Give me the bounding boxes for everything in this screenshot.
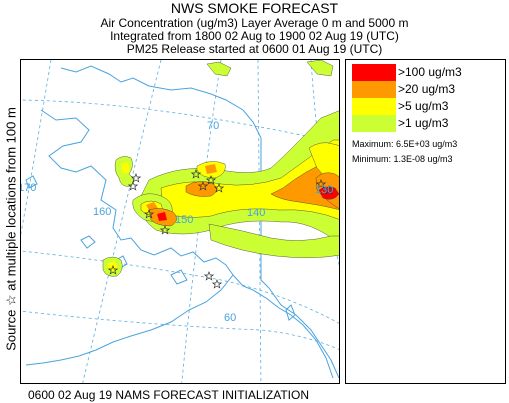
aleutian-peninsula (25, 274, 234, 366)
parallel-60 (21, 310, 339, 350)
lon-label-170: 170 (21, 182, 36, 194)
source-star (197, 181, 209, 191)
plume-over-1-south (208, 223, 339, 258)
legend: >100 ug/m3 >20 ug/m3 >5 ug/m3 >1 ug/m3 M… (345, 59, 506, 384)
panhandle-border (268, 287, 339, 379)
lat-label-70: 70 (207, 120, 219, 132)
kodiak-island (170, 269, 188, 285)
panhandle-islands (285, 304, 296, 321)
lon-label-150: 150 (175, 214, 193, 226)
coastline (25, 65, 339, 379)
legend-maximum: Maximum: 6.5E+03 ug/m3 (352, 139, 458, 149)
source-star (190, 169, 202, 179)
legend-label: >5 ug/m3 (398, 99, 449, 113)
meridian-160 (82, 60, 162, 383)
legend-label: >20 ug/m3 (398, 82, 456, 96)
map-title: NWS SMOKE FORECAST (170, 0, 339, 16)
legend-swatch (352, 98, 396, 115)
lat-label-60: 60 (224, 312, 236, 324)
source-star (211, 279, 223, 289)
central-plume-over-20 (205, 164, 217, 174)
source-star (130, 173, 142, 183)
source-star (323, 185, 335, 195)
north-plume-over-1 (206, 61, 232, 77)
northeast-plume-over-1 (306, 60, 334, 77)
source-star (213, 183, 225, 193)
release-info: PM25 Release started at 0600 01 Aug 19 (… (126, 42, 383, 56)
concentration-subtitle: Air Concentration (ug/m3) Layer Average … (100, 16, 409, 30)
smoke-plumes (102, 60, 339, 277)
source-markers (107, 169, 335, 289)
legend-minimum: Minimum: 1.3E-08 ug/m3 (352, 154, 453, 164)
graticule-labels: 70 60 170 160 150 140 130 (21, 120, 333, 324)
source-star (127, 181, 139, 191)
lon-label-140: 140 (247, 207, 265, 219)
source-star (143, 209, 155, 219)
map-canvas: 70 60 170 160 150 140 130 (21, 60, 339, 383)
legend-swatch (352, 81, 396, 98)
source-star (203, 271, 215, 281)
integration-period: Integrated from 1800 02 Aug to 1900 02 A… (110, 29, 399, 43)
gulf-coast (232, 274, 334, 379)
source-star (205, 175, 217, 185)
parallel-60-upper (21, 250, 339, 324)
north-coast (60, 65, 262, 139)
forecast-initialization: 0600 02 Aug 19 NAMS FORECAST INITIALIZAT… (28, 388, 309, 402)
lon-label-160: 160 (93, 206, 111, 218)
source-star (315, 179, 327, 189)
delta-plume-over-5 (121, 162, 130, 174)
west-island (25, 175, 38, 189)
lon-label-130: 130 (315, 184, 333, 196)
west-coast (40, 109, 234, 276)
legend-label: >1 ug/m3 (398, 116, 449, 130)
legend-swatch (352, 64, 396, 81)
source-star (107, 265, 119, 275)
meridian-140 (257, 60, 262, 383)
meridian-170 (21, 60, 52, 236)
parallel-70 (21, 99, 339, 146)
smoke-map: 70 60 170 160 150 140 130 (20, 59, 340, 384)
legend-label: >100 ug/m3 (398, 65, 462, 79)
kenai-plume-over-100 (157, 212, 167, 221)
source-location-label: Source ☆ at multiple locations from 100 … (3, 107, 19, 351)
source-star (159, 225, 171, 235)
island-1 (80, 235, 96, 249)
legend-swatch (352, 115, 396, 132)
